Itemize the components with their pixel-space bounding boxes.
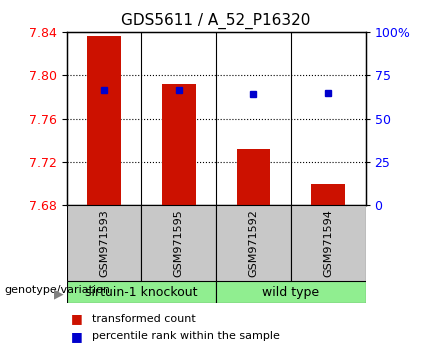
Text: GSM971592: GSM971592 xyxy=(249,210,258,277)
Bar xyxy=(162,84,196,205)
Bar xyxy=(141,205,216,281)
Bar xyxy=(87,36,121,205)
Text: GSM971593: GSM971593 xyxy=(99,210,109,277)
Text: sirtuin-1 knockout: sirtuin-1 knockout xyxy=(85,286,198,298)
Bar xyxy=(216,281,366,303)
Text: wild type: wild type xyxy=(262,286,319,298)
Text: ▶: ▶ xyxy=(54,287,63,300)
Bar xyxy=(311,184,345,205)
Bar xyxy=(67,205,141,281)
Bar xyxy=(67,281,216,303)
Bar xyxy=(216,205,291,281)
Text: genotype/variation: genotype/variation xyxy=(4,285,111,295)
Text: ■: ■ xyxy=(71,312,83,325)
Title: GDS5611 / A_52_P16320: GDS5611 / A_52_P16320 xyxy=(121,13,311,29)
Bar xyxy=(291,205,366,281)
Bar xyxy=(237,149,270,205)
Text: ■: ■ xyxy=(71,330,83,343)
Text: GSM971594: GSM971594 xyxy=(323,210,333,277)
Text: transformed count: transformed count xyxy=(92,314,196,324)
Text: percentile rank within the sample: percentile rank within the sample xyxy=(92,331,280,341)
Text: GSM971595: GSM971595 xyxy=(174,210,184,277)
